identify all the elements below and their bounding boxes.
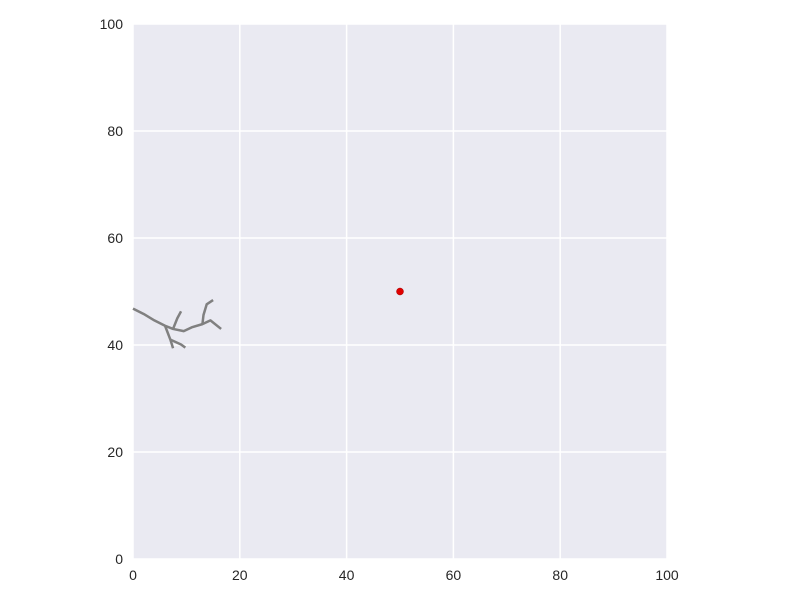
x-tick-label-3: 60 (446, 567, 462, 583)
series-layer (132, 299, 222, 349)
x-tick-label-2: 40 (339, 567, 355, 583)
scatter-point-0 (396, 287, 404, 296)
y-tick-label-4: 80 (107, 123, 123, 139)
y-tick-label-3: 60 (107, 230, 123, 246)
branch-line-3 (171, 310, 183, 330)
grid (132, 23, 668, 560)
x-tick-label-1: 20 (232, 567, 248, 583)
branch-line-4 (201, 299, 214, 325)
x-tick-label-5: 100 (655, 567, 679, 583)
branch-line-2 (169, 338, 187, 349)
points-layer (396, 287, 404, 296)
y-tick-label-1: 20 (107, 444, 123, 460)
y-tick-label-0: 0 (115, 551, 123, 567)
branch-line-0 (132, 307, 222, 333)
x-tick-labels: 0 20 40 60 80 100 (129, 567, 679, 583)
y-tick-label-2: 40 (107, 337, 123, 353)
y-tick-label-5: 100 (100, 16, 124, 32)
x-tick-label-4: 80 (552, 567, 568, 583)
x-tick-label-0: 0 (129, 567, 137, 583)
y-tick-labels: 0 20 40 60 80 100 (100, 16, 124, 567)
